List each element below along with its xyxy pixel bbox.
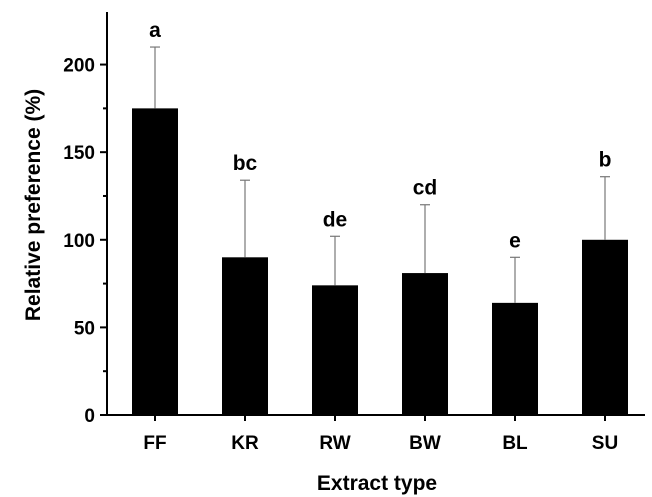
x-tick-label-kr: KR [231,433,259,454]
bar-rw [312,285,358,415]
y-tick-label-100: 100 [63,231,95,252]
significance-letter-kr: bc [233,152,258,175]
significance-letter-bl: e [509,229,521,252]
error-bars-group [150,46,610,303]
bars-group [132,108,628,415]
y-tick-label-200: 200 [63,56,95,77]
significance-letter-su: b [599,149,612,172]
x-tick-label-bl: BL [502,433,528,454]
x-tick-label-bw: BW [409,433,441,454]
x-tick-label-ff: FF [143,433,166,454]
significance-letter-rw: de [323,208,348,231]
significance-letter-ff: a [149,19,161,42]
significance-letter-bw: cd [413,177,438,200]
bar-su [582,239,628,415]
bar-bl [492,302,538,415]
bar-kr [222,257,268,415]
y-axis-title: Relative preference (%) [22,89,45,321]
y-tick-label-50: 50 [74,318,95,339]
axes-group: FF KR RW BW BL SU 0 50 100 150 200 [63,12,645,454]
x-axis-title: Extract type [317,472,437,495]
y-tick-label-150: 150 [63,143,95,164]
y-tick-label-0: 0 [84,406,95,427]
bar-ff [132,108,178,415]
x-tick-label-su: SU [592,433,618,454]
bar-bw [402,273,448,415]
x-tick-label-rw: RW [319,433,350,454]
significance-letters-group: a bc de cd e b [149,19,611,252]
